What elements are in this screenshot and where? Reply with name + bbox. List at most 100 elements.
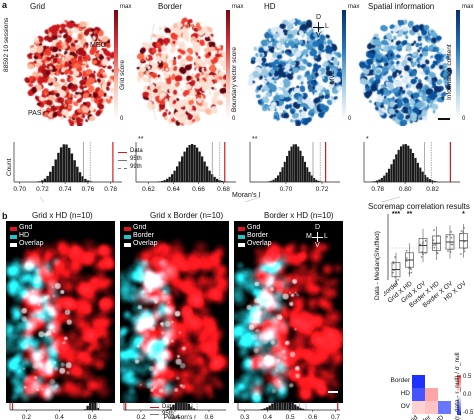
cbar-label: Boundary vector score	[231, 46, 238, 112]
data-point	[405, 260, 408, 262]
hist-bar	[54, 159, 57, 182]
grid-border-overlay	[120, 221, 229, 403]
tick-label: 0.6	[308, 414, 317, 420]
compass-icon: D M L V	[306, 14, 329, 39]
data-point	[405, 257, 408, 259]
hist-bar	[424, 174, 427, 182]
hist-bar	[182, 402, 185, 410]
tick-label: 0.72	[36, 186, 49, 193]
pearson-hist-0: 0.2 0.4 0.6	[9, 402, 112, 420]
hist-bar	[186, 147, 189, 182]
data-point	[450, 236, 453, 239]
tick-label: 0.4	[55, 414, 64, 420]
hist-bar	[279, 171, 282, 182]
hist-bar	[431, 180, 434, 182]
overlay-title: Grid x Border (n=10)	[150, 211, 224, 220]
hist-bar	[177, 402, 180, 410]
hist-bar	[278, 402, 282, 410]
hist-bar	[78, 172, 82, 182]
data-point	[424, 239, 427, 242]
tick-label: 0.66	[192, 186, 205, 193]
hist-bar	[378, 179, 381, 182]
hist-bar	[46, 175, 49, 182]
hist-bar	[290, 146, 293, 182]
correlation-heatmap: BorderHDOVGridBorderHD0.50.0-0.5	[390, 374, 474, 420]
hist-bar	[188, 144, 191, 182]
hist-bar	[91, 402, 94, 410]
hist-bar	[277, 175, 280, 182]
heatmap-cell	[425, 401, 438, 414]
hist-bar	[73, 160, 76, 182]
hist-bar	[191, 144, 194, 182]
data-point	[420, 256, 423, 258]
hist-bar	[310, 175, 313, 182]
border-hd-overlay	[234, 221, 343, 403]
hist-bar	[167, 408, 170, 410]
hist-bar	[308, 171, 311, 182]
hist-bar	[173, 170, 176, 182]
data-point	[432, 244, 435, 247]
hist-bar	[180, 402, 183, 410]
heatmap-cell	[425, 375, 438, 388]
hist-bar	[306, 167, 309, 182]
hist-bar	[206, 166, 209, 182]
spatial-info-map-panel: Spatial information	[358, 0, 474, 128]
data-point	[450, 231, 453, 233]
map-title: Grid	[30, 2, 46, 11]
data-point	[394, 256, 396, 258]
pearson-histograms: 0.2 0.4 0.6 0.2 0.4 0.6 0.3 0.4 0.5 0.6 0.7 Pearson…	[9, 402, 340, 420]
heatmap-row-label: Border	[390, 377, 410, 384]
hist-bar	[299, 150, 302, 182]
hist-bar	[208, 170, 211, 182]
tick-label: 0.6	[204, 414, 213, 420]
hist-bar	[41, 180, 44, 182]
hist-bar	[295, 144, 298, 182]
data-point	[405, 249, 408, 252]
data-point	[392, 271, 394, 274]
hist-bar	[412, 152, 415, 182]
hist-bar	[270, 180, 273, 182]
hist-bar	[404, 144, 407, 182]
hist-bar	[181, 156, 184, 182]
heatmap-row-label: HD	[401, 390, 411, 397]
hist-bar	[38, 181, 41, 182]
border-map-panel: Border	[132, 0, 250, 128]
hist-bar	[299, 407, 302, 410]
scale-bar	[438, 118, 450, 120]
hist-bar	[190, 406, 193, 410]
hist-bar	[419, 167, 422, 182]
pearson-hist-1: 0.2 0.4 0.6	[123, 402, 226, 420]
hist-bar	[263, 408, 266, 410]
heatmap-cell	[412, 401, 425, 414]
data-point	[397, 278, 400, 281]
hist-bar	[163, 180, 166, 182]
data-point	[460, 253, 462, 255]
heatmap-col-label: HD	[434, 414, 446, 420]
hist-bar	[43, 178, 47, 182]
hist-bar	[213, 176, 216, 182]
info-colorbar	[456, 10, 460, 120]
hist-bar	[409, 148, 412, 182]
data-point	[432, 239, 435, 242]
pearson-hist-2: 0.3 0.4 0.5 0.6 0.7	[237, 402, 340, 420]
significance-stars: **	[407, 211, 413, 218]
grid-colorbar	[114, 10, 118, 120]
hist-bar	[168, 176, 171, 182]
hist-bar	[183, 151, 186, 182]
border-colorbar	[226, 10, 230, 120]
connector-line	[244, 196, 261, 202]
hist-bar	[266, 407, 269, 410]
tick-label: 0.2	[22, 414, 31, 420]
tick-label: 0.82	[426, 186, 439, 193]
hist-bar	[281, 167, 284, 182]
moran-ylabel: Count	[6, 158, 13, 176]
hist-bar	[96, 407, 99, 410]
data-point	[392, 262, 395, 265]
hist-bar	[395, 154, 398, 182]
tick-label: 0.74	[59, 186, 72, 193]
hist-bar	[315, 179, 318, 182]
information-map	[358, 14, 454, 126]
hd-map-panel: HD D M L V	[240, 0, 358, 128]
significance-stars: **	[138, 136, 144, 143]
hist-bar	[216, 178, 219, 182]
